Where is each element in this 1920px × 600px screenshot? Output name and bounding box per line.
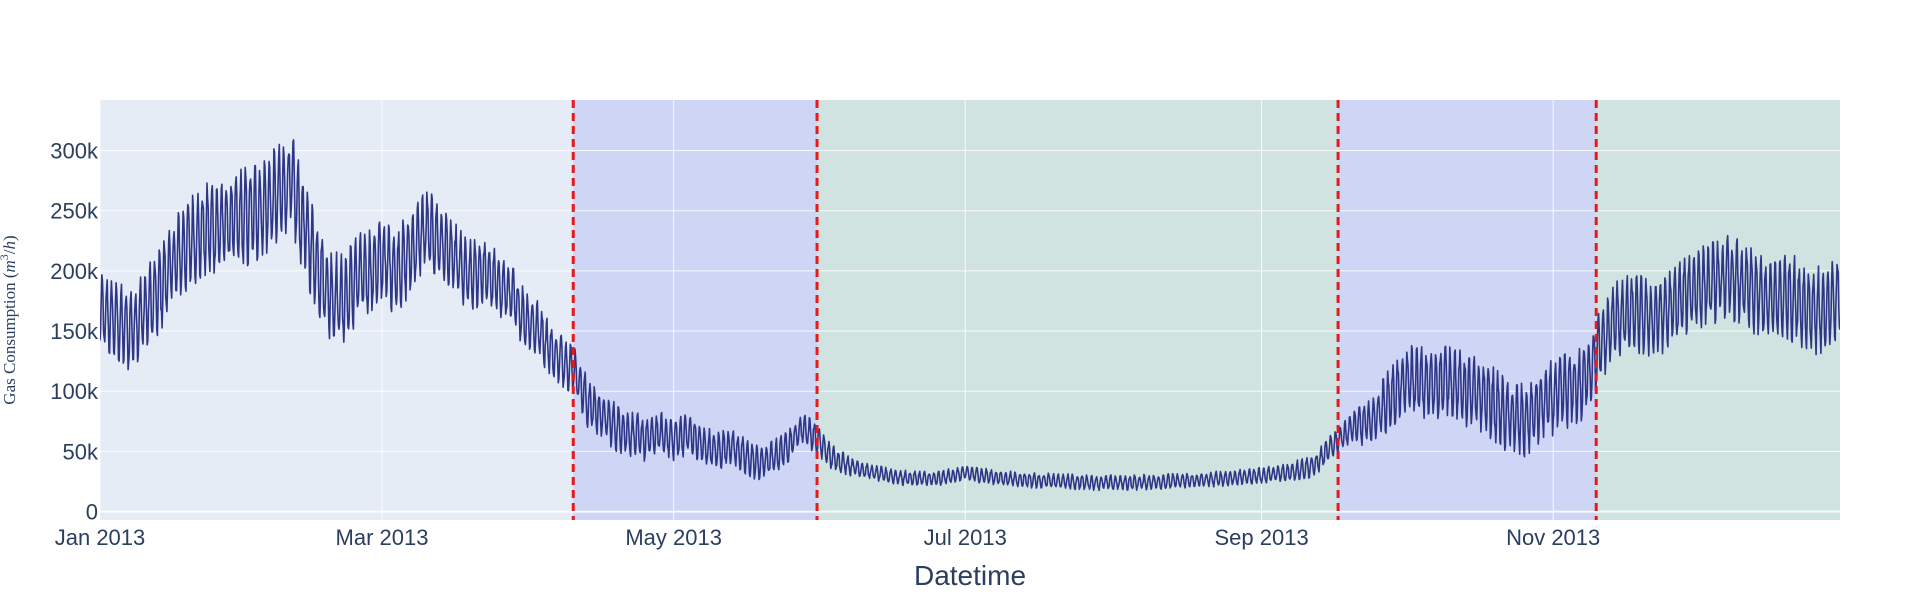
shaded-regions (100, 100, 1840, 520)
y-tick-label-4: 200k (50, 259, 99, 284)
y-tick-label-1: 50k (63, 439, 99, 464)
x-tick-label-0: Jan 2013 (55, 525, 146, 550)
x-tick-label-1: Mar 2013 (336, 525, 429, 550)
series-layer (100, 139, 1840, 492)
x-tick-label-3: Jul 2013 (924, 525, 1007, 550)
y-tick-label-2: 100k (50, 379, 99, 404)
y-tick-label-5: 250k (50, 199, 99, 224)
shaded-region-3 (817, 100, 1339, 520)
x-tick-label-4: Sep 2013 (1214, 525, 1308, 550)
x-axis-ticks: Jan 2013 Mar 2013 May 2013 Jul 2013 Sep 2013… (55, 525, 1601, 550)
y-axis-title: Gas Consumption (m3/h) (0, 235, 19, 404)
y-axis-title-text: Gas Consumption ( (0, 272, 19, 405)
x-tick-label-2: May 2013 (625, 525, 722, 550)
shaded-region-2 (573, 100, 818, 520)
y-axis-title-var2: h (0, 241, 19, 250)
shaded-region-5 (1596, 100, 1840, 520)
y-tick-label-3: 150k (50, 319, 99, 344)
shaded-region-1 (100, 100, 574, 520)
y-axis-title-var: m (0, 260, 19, 272)
shaded-region-4 (1338, 100, 1597, 520)
y-axis-title-sup: 3 (0, 254, 11, 260)
x-tick-label-5: Nov 2013 (1506, 525, 1600, 550)
y-axis-title-slash: / (0, 249, 19, 254)
x-axis-title: Datetime (914, 560, 1026, 591)
series-line-0 (100, 139, 1840, 492)
y-tick-label-6: 300k (50, 139, 99, 164)
y-axis-title-close: ) (0, 235, 19, 241)
y-tick-label-0: 0 (86, 500, 98, 525)
y-axis-ticks: 0 50k 100k 150k 200k 250k 300k (50, 139, 99, 525)
threshold-lines (571, 100, 1598, 520)
